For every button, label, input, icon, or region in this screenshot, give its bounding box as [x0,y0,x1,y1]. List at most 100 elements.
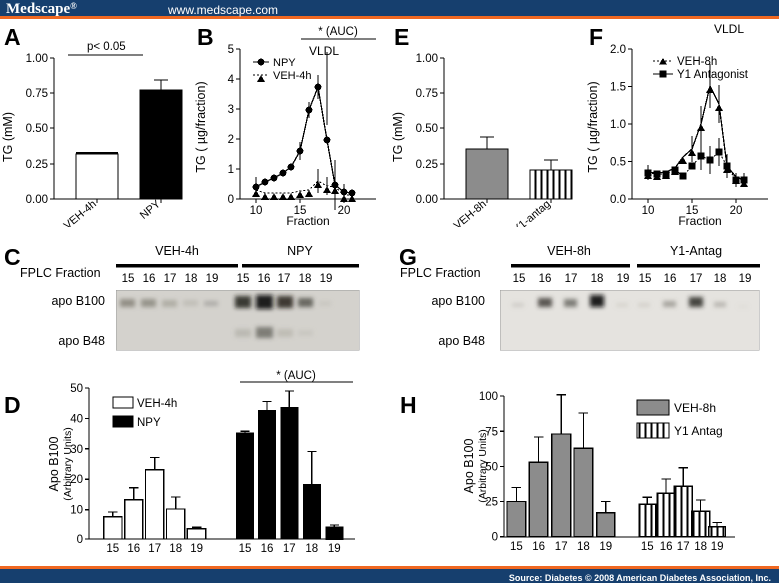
svg-text:15: 15 [510,541,523,553]
svg-text:18: 18 [714,273,727,285]
svg-text:18: 18 [299,273,312,285]
svg-text:100: 100 [479,391,498,403]
svg-text:16: 16 [261,543,274,555]
svg-text:2.0: 2.0 [610,44,626,56]
svg-text:Y1-antag: Y1-antag [511,198,553,227]
svg-text:18: 18 [185,273,198,285]
svg-text:19: 19 [320,273,333,285]
svg-text:NPY: NPY [287,244,313,258]
svg-text:H: H [400,392,417,418]
svg-text:1.00: 1.00 [26,53,48,65]
svg-text:17: 17 [565,273,578,285]
svg-text:20: 20 [730,205,743,217]
svg-text:18: 18 [591,273,604,285]
svg-text:0: 0 [492,532,498,544]
svg-text:Y1-Antag: Y1-Antag [670,244,722,258]
svg-text:0.5: 0.5 [610,157,626,169]
svg-text:19: 19 [190,543,203,555]
svg-text:19: 19 [206,273,219,285]
svg-text:VEH-8h: VEH-8h [452,198,489,227]
svg-text:40: 40 [70,413,83,425]
svg-text:10: 10 [250,205,263,217]
svg-text:VEH-4h: VEH-4h [155,244,199,258]
svg-text:VEH-8h: VEH-8h [677,56,717,68]
svg-text:0.50: 0.50 [416,123,438,135]
svg-text:16: 16 [664,273,677,285]
svg-text:(Arbitrary Units): (Arbitrary Units) [62,427,74,501]
svg-text:apo B100: apo B100 [51,294,105,308]
svg-text:E: E [394,24,409,50]
svg-text:19: 19 [599,541,612,553]
svg-text:15: 15 [641,541,654,553]
svg-text:15: 15 [239,543,252,555]
svg-text:1.0: 1.0 [610,119,626,131]
svg-text:apo B48: apo B48 [58,334,105,348]
svg-text:D: D [4,392,21,418]
svg-text:0.50: 0.50 [26,123,48,135]
svg-text:Y1 Antag: Y1 Antag [674,424,723,438]
svg-text:15: 15 [237,273,250,285]
svg-text:TG (mM): TG (mM) [1,112,15,162]
svg-text:Y1 Antagonist: Y1 Antagonist [677,69,749,81]
svg-text:p< 0.05: p< 0.05 [87,41,126,53]
svg-text:17: 17 [148,543,161,555]
svg-text:* (AUC): * (AUC) [318,26,358,38]
svg-text:NPY: NPY [138,198,164,222]
svg-text:17: 17 [555,541,568,553]
svg-text:VLDL: VLDL [714,22,744,36]
svg-text:18: 18 [577,541,590,553]
svg-text:3: 3 [228,104,234,116]
svg-text:B: B [197,24,214,50]
svg-text:16: 16 [127,543,140,555]
svg-text:16: 16 [532,541,545,553]
svg-text:16: 16 [258,273,271,285]
svg-text:Apo B100: Apo B100 [47,437,61,492]
svg-text:5: 5 [228,44,234,56]
svg-text:0: 0 [228,194,234,206]
svg-text:0.00: 0.00 [26,194,48,206]
svg-text:0.75: 0.75 [26,88,48,100]
svg-text:19: 19 [328,543,341,555]
svg-text:NPY: NPY [137,417,161,429]
svg-text:18: 18 [694,541,707,553]
svg-text:17: 17 [164,273,177,285]
svg-text:17: 17 [283,543,296,555]
svg-text:TG (mM): TG (mM) [391,112,405,162]
svg-text:1.00: 1.00 [416,53,438,65]
svg-text:apo B100: apo B100 [431,294,485,308]
svg-text:17: 17 [690,273,703,285]
svg-text:F: F [589,24,603,50]
svg-text:VEH-4h: VEH-4h [273,70,312,82]
svg-text:TG ( µg/fraction): TG ( µg/fraction) [586,81,600,172]
svg-text:A: A [4,24,21,50]
svg-text:50: 50 [70,383,83,395]
svg-text:VEH-8h: VEH-8h [547,244,591,258]
svg-text:17: 17 [677,541,690,553]
svg-text:15: 15 [106,543,119,555]
svg-text:apo B48: apo B48 [438,334,485,348]
svg-text:C: C [4,244,21,270]
svg-text:NPY: NPY [273,57,296,69]
svg-text:10: 10 [70,505,83,517]
svg-text:0.25: 0.25 [416,159,438,171]
svg-text:0.00: 0.00 [416,194,438,206]
svg-text:19: 19 [617,273,630,285]
svg-text:15: 15 [513,273,526,285]
svg-text:VEH-4h: VEH-4h [137,398,177,410]
svg-text:16: 16 [660,541,673,553]
svg-text:0.75: 0.75 [416,88,438,100]
svg-text:16: 16 [539,273,552,285]
svg-text:VLDL: VLDL [309,44,339,58]
svg-text:15: 15 [122,273,135,285]
svg-text:17: 17 [278,273,291,285]
svg-text:0.0: 0.0 [610,194,626,206]
svg-text:15: 15 [639,273,652,285]
svg-text:(Arbitrary Units): (Arbitrary Units) [477,429,489,503]
svg-text:VEH-4h: VEH-4h [62,198,99,227]
svg-text:2: 2 [228,134,234,146]
svg-text:19: 19 [739,273,752,285]
svg-text:20: 20 [338,205,351,217]
svg-text:1: 1 [228,164,234,176]
svg-text:FPLC Fraction: FPLC Fraction [20,266,101,280]
svg-text:TG ( µg/fraction): TG ( µg/fraction) [194,81,208,172]
